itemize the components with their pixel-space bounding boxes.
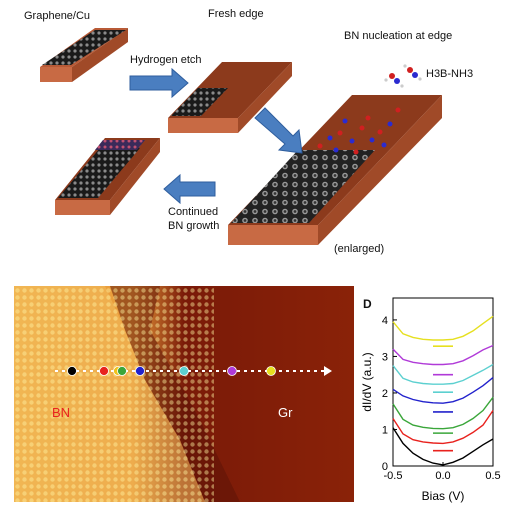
- slab-fresh-edge: [168, 62, 292, 133]
- y-axis-label: dI/dV (a.u.): [360, 352, 374, 411]
- label-bn: BN: [52, 405, 71, 420]
- spectroscopy-marker: [99, 366, 109, 376]
- x-tick-label: 0.0: [435, 470, 450, 482]
- y-tick-label: 4: [382, 315, 388, 327]
- x-tick-label: -0.5: [384, 470, 403, 482]
- spectrum-line: [392, 363, 494, 385]
- label-gr: Gr: [278, 405, 293, 420]
- label-hydrogen-etch: Hydrogen etch: [130, 54, 202, 66]
- slab-bn-growth: [55, 138, 160, 215]
- spectra-chart: 0 1 2 3 4 -0.5 0.0 0.5 Bias (V) dI/dV (a.u.): [360, 297, 501, 503]
- spectroscopy-marker: [117, 366, 127, 376]
- x-tick-label: 0.5: [485, 470, 500, 482]
- x-axis-label: Bias (V): [422, 489, 465, 503]
- label-fresh-edge: Fresh edge: [208, 8, 264, 20]
- slab-enlarged: [228, 95, 442, 245]
- label-precursor: H3B-NH3: [426, 68, 474, 80]
- y-tick-label: 0: [382, 461, 388, 473]
- arrow-to-enlarged: [254, 107, 303, 154]
- panel-letter: D: [363, 297, 372, 311]
- precursor-molecules: [384, 64, 422, 88]
- spectrum-line: [392, 410, 494, 445]
- stm-image: [14, 286, 354, 502]
- plot-frame: [392, 297, 494, 467]
- spectroscopy-marker: [266, 366, 276, 376]
- spectroscopy-marker: [227, 366, 237, 376]
- spectrum-line: [392, 315, 494, 341]
- spectrum-line: [392, 396, 494, 430]
- slab-graphene-cu: [40, 28, 128, 82]
- spectroscopy-markers: [67, 366, 276, 376]
- spectroscopy-marker: [135, 366, 145, 376]
- label-continued: Continued: [168, 206, 219, 218]
- arrow-continued: [163, 173, 216, 205]
- y-tick-label: 1: [382, 424, 388, 436]
- label-bn-growth: BN growth: [168, 220, 220, 232]
- label-graphene-cu: Graphene/Cu: [24, 10, 91, 22]
- spectrum-line: [392, 377, 494, 404]
- spectroscopy-marker: [67, 366, 77, 376]
- spectrum-line: [392, 344, 494, 366]
- label-bn-nucleation: BN nucleation at edge: [344, 30, 453, 42]
- label-enlarged: (enlarged): [334, 243, 385, 255]
- y-tick-label: 2: [382, 388, 388, 400]
- y-tick-label: 3: [382, 351, 388, 363]
- spectroscopy-marker: [179, 366, 189, 376]
- arrow-hydrogen-etch: [129, 67, 189, 99]
